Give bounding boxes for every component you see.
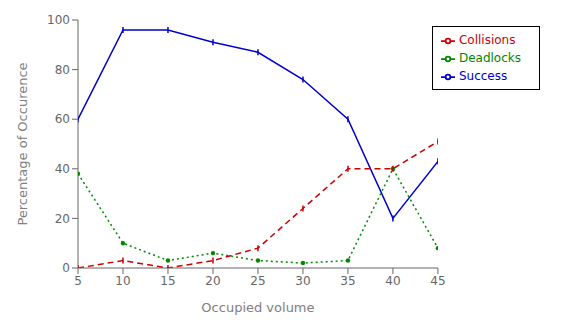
html-text:Deadlocks: Deadlocks (458, 51, 521, 65)
svg-text:10: 10 (115, 274, 130, 288)
svg-text:20: 20 (55, 212, 70, 226)
svg-text:80: 80 (55, 63, 70, 77)
svg-text:35: 35 (340, 274, 355, 288)
svg-text:Percentage of Occurence: Percentage of Occurence (15, 62, 30, 225)
svg-text:15: 15 (160, 274, 175, 288)
svg-text:Occupied volume: Occupied volume (201, 300, 314, 315)
svg-text:5: 5 (74, 274, 82, 288)
svg-text:0: 0 (62, 261, 70, 275)
svg-text:100: 100 (47, 13, 70, 27)
svg-text:20: 20 (205, 274, 220, 288)
svg-text:40: 40 (55, 162, 70, 176)
svg-text:45: 45 (430, 274, 445, 288)
html-text:Success: Success (458, 69, 508, 83)
html-text:Collisions: Collisions (458, 33, 516, 47)
svg-text:25: 25 (250, 274, 265, 288)
svg-text:40: 40 (385, 274, 400, 288)
svg-text:30: 30 (295, 274, 310, 288)
svg-text:60: 60 (55, 112, 70, 126)
